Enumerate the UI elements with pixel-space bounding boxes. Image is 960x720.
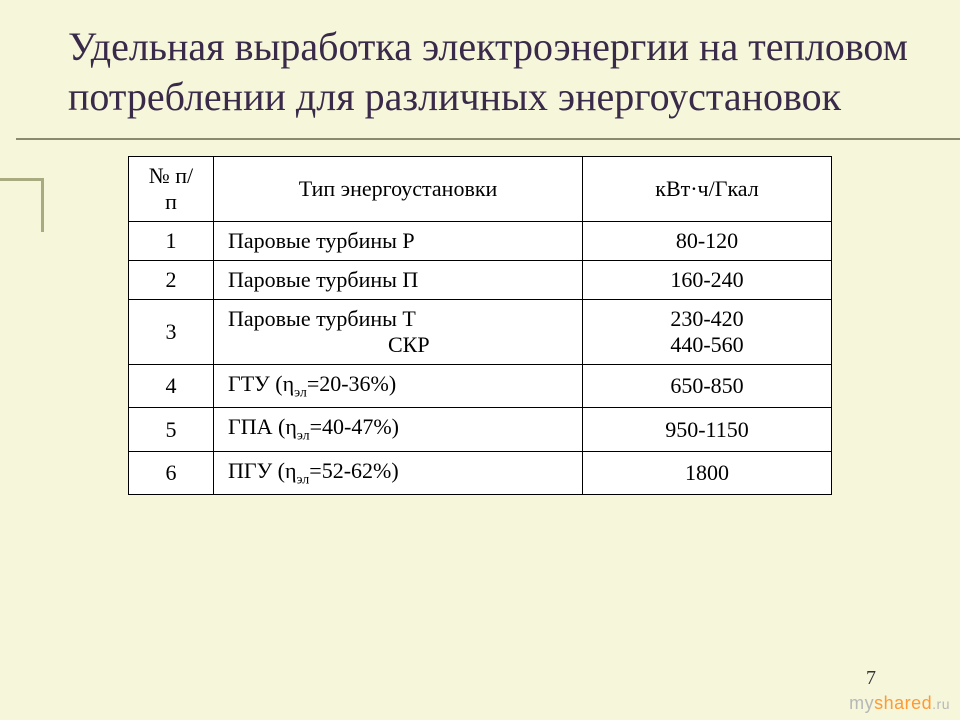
cell-n: 5 (129, 408, 214, 451)
cell-n: 6 (129, 451, 214, 494)
table-row: 4 ГТУ (ηэл=20-36%) 650-850 (129, 365, 832, 408)
col-header-value: кВт·ч/Гкал (583, 157, 832, 222)
cell-n: 1 (129, 222, 214, 261)
cell-type-line1: Паровые турбины Т (228, 306, 568, 332)
watermark-part3: .ru (932, 696, 950, 712)
table-row: 1 Паровые турбины Р 80-120 (129, 222, 832, 261)
table-row: 6 ПГУ (ηэл=52-62%) 1800 (129, 451, 832, 494)
cell-type-line2: СКР (228, 332, 568, 358)
type-suffix: =52-62%) (309, 458, 398, 483)
watermark-part1: my (849, 693, 874, 713)
table-row: 3 Паровые турбины Т СКР 230-420 440-560 (129, 300, 832, 365)
eta-subscript: эл (297, 429, 310, 444)
eta-symbol: η (285, 458, 297, 483)
col-header-number: № п/п (129, 157, 214, 222)
type-suffix: =40-47%) (310, 414, 399, 439)
cell-value: 1800 (583, 451, 832, 494)
cell-value-line1: 230-420 (597, 306, 817, 332)
cell-type: Паровые турбины П (214, 261, 583, 300)
type-prefix: ГПА ( (228, 414, 285, 439)
col-header-type: Тип энергоустановки (214, 157, 583, 222)
cell-type: Паровые турбины Т СКР (214, 300, 583, 365)
type-prefix: ГТУ ( (228, 371, 283, 396)
type-prefix: ПГУ ( (228, 458, 285, 483)
cell-value: 160-240 (583, 261, 832, 300)
type-suffix: =20-36%) (307, 371, 396, 396)
slide-title: Удельная выработка электроэнергии на теп… (0, 0, 960, 132)
cell-type: ГТУ (ηэл=20-36%) (214, 365, 583, 408)
eta-subscript: эл (297, 472, 310, 487)
cell-n: 2 (129, 261, 214, 300)
table-header-row: № п/п Тип энергоустановки кВт·ч/Гкал (129, 157, 832, 222)
cell-value: 80-120 (583, 222, 832, 261)
cell-type: ПГУ (ηэл=52-62%) (214, 451, 583, 494)
eta-symbol: η (283, 371, 295, 396)
watermark-part2: shared (874, 693, 932, 713)
eta-subscript: эл (294, 385, 307, 400)
cell-n: 4 (129, 365, 214, 408)
page-number: 7 (866, 667, 876, 690)
cell-value: 650-850 (583, 365, 832, 408)
eta-symbol: η (285, 414, 297, 439)
cell-value: 950-1150 (583, 408, 832, 451)
cell-value: 230-420 440-560 (583, 300, 832, 365)
corner-accent (0, 178, 44, 232)
table-container: № п/п Тип энергоустановки кВт·ч/Гкал 1 П… (0, 152, 960, 495)
title-rule (16, 138, 960, 140)
cell-value-line2: 440-560 (597, 332, 817, 358)
table-row: 5 ГПА (ηэл=40-47%) 950-1150 (129, 408, 832, 451)
cell-type: Паровые турбины Р (214, 222, 583, 261)
energy-units-table: № п/п Тип энергоустановки кВт·ч/Гкал 1 П… (128, 156, 832, 495)
cell-n: 3 (129, 300, 214, 365)
table-row: 2 Паровые турбины П 160-240 (129, 261, 832, 300)
cell-type: ГПА (ηэл=40-47%) (214, 408, 583, 451)
watermark: myshared.ru (849, 693, 950, 714)
